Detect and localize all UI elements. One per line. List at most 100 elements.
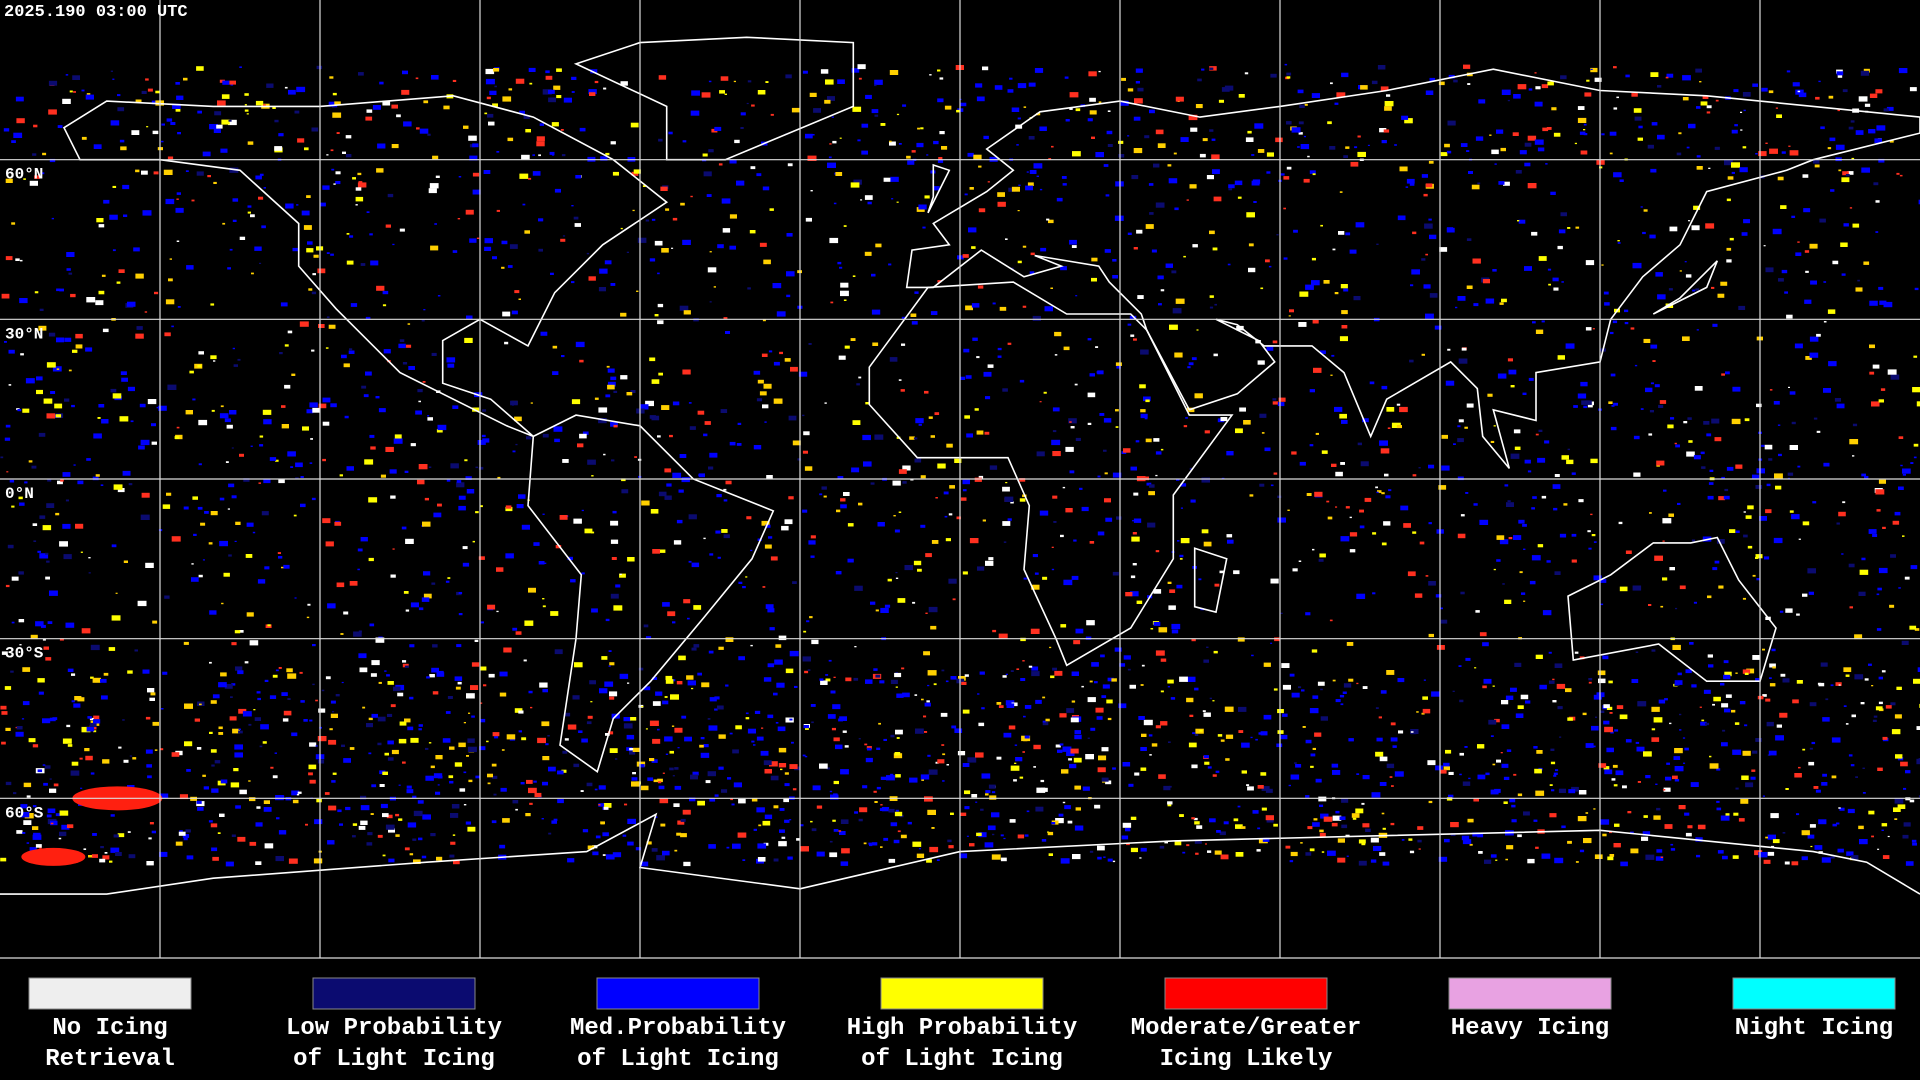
icing-speck — [1658, 699, 1666, 704]
icing-speck — [1531, 507, 1535, 510]
icing-speck — [1882, 736, 1888, 740]
icing-speck — [1158, 303, 1162, 306]
icing-speck — [1160, 289, 1165, 292]
icing-speck — [656, 855, 665, 861]
legend-label: Moderate/Greater — [1131, 1015, 1361, 1042]
icing-speck — [1282, 713, 1288, 717]
icing-speck — [1280, 734, 1288, 740]
icing-speck — [880, 804, 883, 806]
icing-speck — [1692, 289, 1696, 292]
icing-speck — [1059, 713, 1067, 718]
icing-speck — [447, 696, 453, 699]
icing-speck — [969, 843, 975, 847]
icing-speck — [1327, 121, 1332, 125]
icing-speck — [561, 355, 565, 358]
icing-speck — [697, 672, 702, 676]
icing-speck — [1103, 856, 1106, 858]
icing-speck — [874, 434, 884, 440]
icing-speck — [590, 69, 598, 74]
icing-speck — [360, 263, 366, 266]
icing-speck — [1573, 405, 1578, 408]
icing-speck — [924, 195, 930, 199]
icing-speck — [358, 72, 364, 76]
icing-speck — [1332, 770, 1341, 775]
icing-speck — [1827, 309, 1836, 314]
icing-speck — [1823, 321, 1827, 323]
icing-speck — [123, 214, 128, 217]
icing-speck — [1305, 852, 1312, 856]
icing-speck — [916, 142, 924, 148]
icing-speck — [1664, 698, 1668, 701]
icing-speck — [1541, 320, 1545, 323]
icing-speck — [185, 829, 191, 833]
icing-speck — [1861, 557, 1866, 561]
icing-speck — [1517, 84, 1527, 90]
icing-speck — [1668, 288, 1673, 291]
icing-speck — [1868, 663, 1872, 666]
icing-speck — [674, 767, 679, 770]
icing-speck — [239, 453, 244, 457]
icing-speck — [1877, 848, 1880, 850]
icing-speck — [523, 659, 527, 662]
icing-speck — [1490, 735, 1494, 737]
icing-speck — [879, 680, 885, 684]
icing-speck — [1112, 767, 1116, 770]
icing-speck — [1830, 856, 1835, 859]
icing-speck — [1532, 321, 1536, 324]
icing-speck — [759, 391, 767, 396]
icing-speck — [1561, 825, 1566, 829]
icing-speck — [1155, 451, 1162, 455]
icing-speck — [1726, 247, 1732, 251]
icing-speck — [1696, 166, 1703, 170]
icing-speck — [1670, 848, 1676, 851]
icing-speck — [819, 763, 828, 769]
icing-speck — [789, 819, 792, 821]
icing-speck — [141, 90, 147, 94]
icing-speck — [1683, 421, 1688, 424]
icing-speck — [1660, 856, 1663, 858]
icing-speck — [1473, 503, 1478, 506]
icing-speck — [1711, 418, 1720, 424]
icing-speck — [1339, 336, 1348, 342]
icing-speck — [802, 754, 806, 757]
icing-speck — [1556, 683, 1566, 689]
icing-speck — [1598, 763, 1607, 768]
icing-speck — [1003, 541, 1007, 543]
icing-speck — [1460, 143, 1468, 147]
icing-speck — [1533, 819, 1538, 822]
icing-speck — [33, 124, 38, 128]
icing-speck — [1335, 810, 1340, 814]
icing-speck — [1289, 860, 1294, 863]
icing-speck — [1631, 679, 1639, 683]
icing-speck — [657, 303, 664, 308]
icing-speck — [992, 833, 995, 836]
icing-speck — [649, 357, 656, 362]
icing-speck — [231, 642, 237, 646]
icing-speck — [344, 415, 349, 419]
icing-speck — [1429, 77, 1436, 82]
icing-speck — [417, 479, 425, 485]
icing-speck — [740, 127, 744, 129]
icing-speck — [1656, 460, 1665, 466]
icing-speck — [1069, 239, 1077, 245]
icing-speck — [1112, 571, 1119, 576]
icing-speck — [1313, 818, 1318, 821]
icing-speck — [1578, 499, 1584, 503]
icing-speck — [456, 644, 462, 648]
icing-speck — [456, 480, 462, 483]
icing-speck — [1869, 344, 1875, 349]
icing-speck — [1648, 433, 1653, 436]
icing-speck — [1370, 837, 1379, 843]
icing-speck — [649, 415, 656, 419]
icing-speck — [1902, 834, 1909, 839]
icing-speck — [1220, 854, 1229, 860]
icing-speck — [357, 548, 363, 552]
icing-speck — [1051, 145, 1054, 148]
icing-speck — [48, 109, 57, 115]
icing-speck — [1180, 483, 1187, 487]
icing-speck — [997, 347, 1002, 351]
icing-speck — [686, 675, 694, 680]
icing-speck — [843, 492, 850, 496]
icing-speck — [151, 423, 156, 427]
icing-speck — [736, 180, 745, 186]
